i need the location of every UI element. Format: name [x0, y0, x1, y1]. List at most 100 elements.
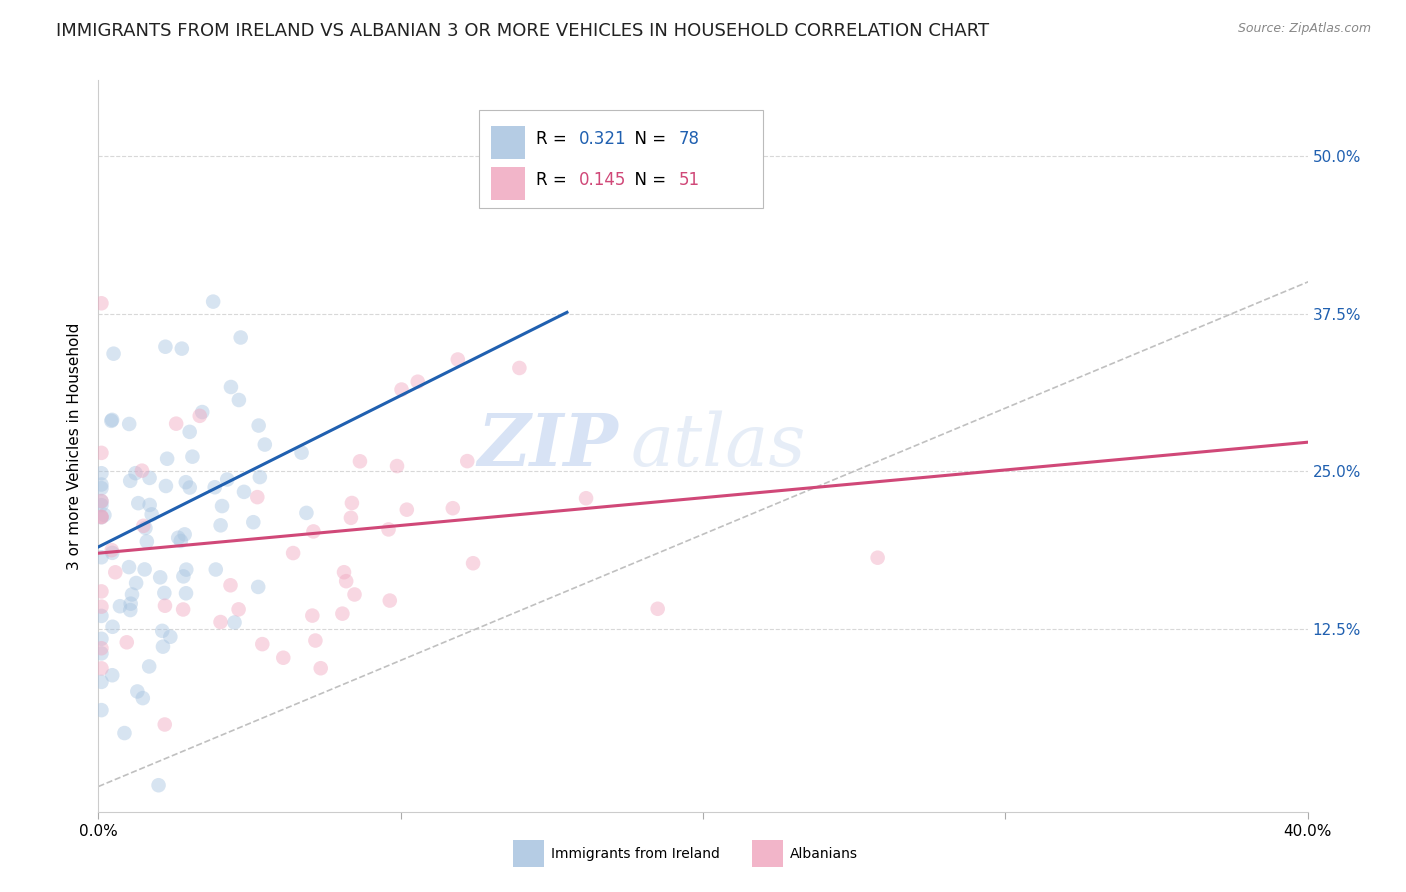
Point: [242, 515, 264, 529]
Point: [156, 451, 179, 466]
Point: [172, 602, 194, 616]
Text: R =: R =: [536, 130, 572, 148]
Point: [90, 599, 112, 614]
Point: [174, 475, 197, 490]
Point: [90, 467, 112, 481]
Point: [209, 518, 232, 533]
Point: [138, 498, 160, 512]
Point: [385, 458, 408, 473]
Point: [165, 417, 187, 431]
Point: [252, 637, 274, 651]
Point: [90, 509, 112, 524]
FancyBboxPatch shape: [479, 110, 763, 209]
Point: [461, 556, 484, 570]
Point: [90, 647, 112, 661]
Point: [148, 778, 170, 792]
Point: [90, 584, 112, 599]
Point: [101, 546, 124, 560]
Text: atlas: atlas: [630, 410, 806, 482]
Point: [167, 531, 190, 545]
Text: R =: R =: [536, 171, 572, 189]
Point: [181, 450, 204, 464]
Point: [211, 499, 233, 513]
Point: [377, 523, 399, 537]
Point: [103, 347, 125, 361]
Point: [209, 615, 232, 629]
FancyBboxPatch shape: [492, 126, 526, 159]
Point: [179, 425, 201, 439]
Point: [349, 454, 371, 468]
Point: [170, 533, 193, 548]
Point: [395, 502, 418, 516]
Point: [101, 668, 124, 682]
Point: [246, 490, 269, 504]
Point: [304, 633, 326, 648]
Point: [100, 543, 122, 558]
Text: Immigrants from Ireland: Immigrants from Ireland: [551, 847, 720, 861]
Point: [149, 570, 172, 584]
Point: [127, 496, 149, 510]
Point: [228, 602, 250, 616]
Point: [224, 615, 246, 630]
Point: [309, 661, 332, 675]
Text: IMMIGRANTS FROM IRELAND VS ALBANIAN 3 OR MORE VEHICLES IN HOUSEHOLD CORRELATION : IMMIGRANTS FROM IRELAND VS ALBANIAN 3 OR…: [56, 22, 990, 40]
Point: [90, 481, 112, 495]
Point: [202, 294, 225, 309]
Point: [204, 480, 226, 494]
Point: [131, 464, 153, 478]
Point: [90, 510, 112, 524]
Point: [333, 566, 356, 580]
Point: [179, 481, 201, 495]
Point: [127, 684, 149, 698]
Point: [150, 624, 173, 638]
Point: [141, 508, 163, 522]
Point: [115, 635, 138, 649]
Point: [456, 454, 478, 468]
Point: [138, 471, 160, 485]
Point: [101, 413, 124, 427]
Text: 0.321: 0.321: [578, 130, 626, 148]
Point: [90, 608, 112, 623]
Point: [90, 632, 112, 646]
Point: [174, 563, 197, 577]
Point: [335, 574, 357, 589]
Point: [219, 578, 242, 592]
Point: [340, 511, 363, 525]
Point: [90, 641, 112, 656]
Text: 78: 78: [679, 130, 700, 148]
Point: [135, 534, 157, 549]
Point: [508, 361, 530, 376]
Point: [249, 470, 271, 484]
Point: [647, 601, 669, 615]
Point: [90, 296, 112, 310]
Point: [233, 484, 256, 499]
Text: N =: N =: [624, 130, 672, 148]
Point: [101, 620, 124, 634]
Point: [121, 587, 143, 601]
Point: [152, 640, 174, 654]
Point: [247, 580, 270, 594]
Point: [271, 650, 294, 665]
Point: [134, 521, 156, 535]
Point: [90, 477, 112, 491]
Text: N =: N =: [624, 171, 672, 189]
Point: [302, 524, 325, 539]
Text: ZIP: ZIP: [478, 410, 619, 482]
Point: [155, 340, 177, 354]
Point: [340, 496, 363, 510]
Point: [153, 599, 176, 613]
Point: [124, 466, 146, 480]
Point: [118, 417, 141, 431]
Point: [170, 342, 193, 356]
Point: [90, 494, 112, 508]
Point: [406, 375, 429, 389]
Text: Albanians: Albanians: [790, 847, 858, 861]
Point: [134, 562, 156, 576]
Point: [153, 586, 176, 600]
Point: [204, 562, 226, 576]
Point: [343, 587, 366, 601]
Point: [188, 409, 211, 423]
Point: [100, 414, 122, 428]
Point: [138, 659, 160, 673]
Point: [253, 437, 276, 451]
